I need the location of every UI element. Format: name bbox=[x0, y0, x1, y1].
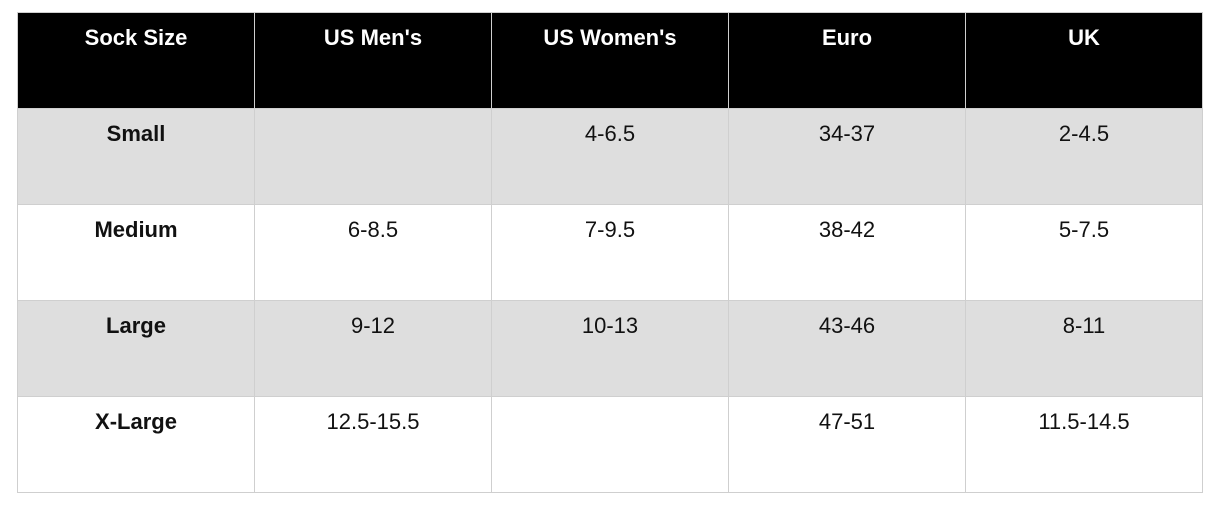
table-cell: 9-12 bbox=[254, 300, 492, 397]
header-cell: UK bbox=[965, 12, 1203, 109]
table-cell: 12.5-15.5 bbox=[254, 396, 492, 493]
table-cell bbox=[491, 396, 729, 493]
table-row: Large 9-12 10-13 43-46 8-11 bbox=[17, 300, 1203, 397]
table-cell: 2-4.5 bbox=[965, 108, 1203, 205]
table-cell: 38-42 bbox=[728, 204, 966, 301]
table-row: X-Large 12.5-15.5 47-51 11.5-14.5 bbox=[17, 396, 1203, 493]
table-row: Small 4-6.5 34-37 2-4.5 bbox=[17, 108, 1203, 205]
row-label: X-Large bbox=[17, 396, 255, 493]
table-cell: 7-9.5 bbox=[491, 204, 729, 301]
header-cell: Euro bbox=[728, 12, 966, 109]
header-cell: Sock Size bbox=[17, 12, 255, 109]
table-cell: 8-11 bbox=[965, 300, 1203, 397]
size-table: Sock Size US Men's US Women's Euro UK Small 4… bbox=[17, 12, 1203, 493]
row-label: Large bbox=[17, 300, 255, 397]
table-row: Medium 6-8.5 7-9.5 38-42 5-7.5 bbox=[17, 204, 1203, 301]
table-body: Small 4-6.5 34-37 2-4.5 Medium 6-8.5 7-9.5 38-4… bbox=[17, 108, 1203, 493]
table-cell: 47-51 bbox=[728, 396, 966, 493]
table-cell: 34-37 bbox=[728, 108, 966, 205]
table-cell: 5-7.5 bbox=[965, 204, 1203, 301]
table-cell: 4-6.5 bbox=[491, 108, 729, 205]
row-label: Medium bbox=[17, 204, 255, 301]
table-cell: 6-8.5 bbox=[254, 204, 492, 301]
table-cell: 43-46 bbox=[728, 300, 966, 397]
table-cell: 11.5-14.5 bbox=[965, 396, 1203, 493]
row-label: Small bbox=[17, 108, 255, 205]
table-cell bbox=[254, 108, 492, 205]
header-row: Sock Size US Men's US Women's Euro UK bbox=[17, 12, 1203, 109]
header-cell: US Men's bbox=[254, 12, 492, 109]
table-cell: 10-13 bbox=[491, 300, 729, 397]
header-cell: US Women's bbox=[491, 12, 729, 109]
